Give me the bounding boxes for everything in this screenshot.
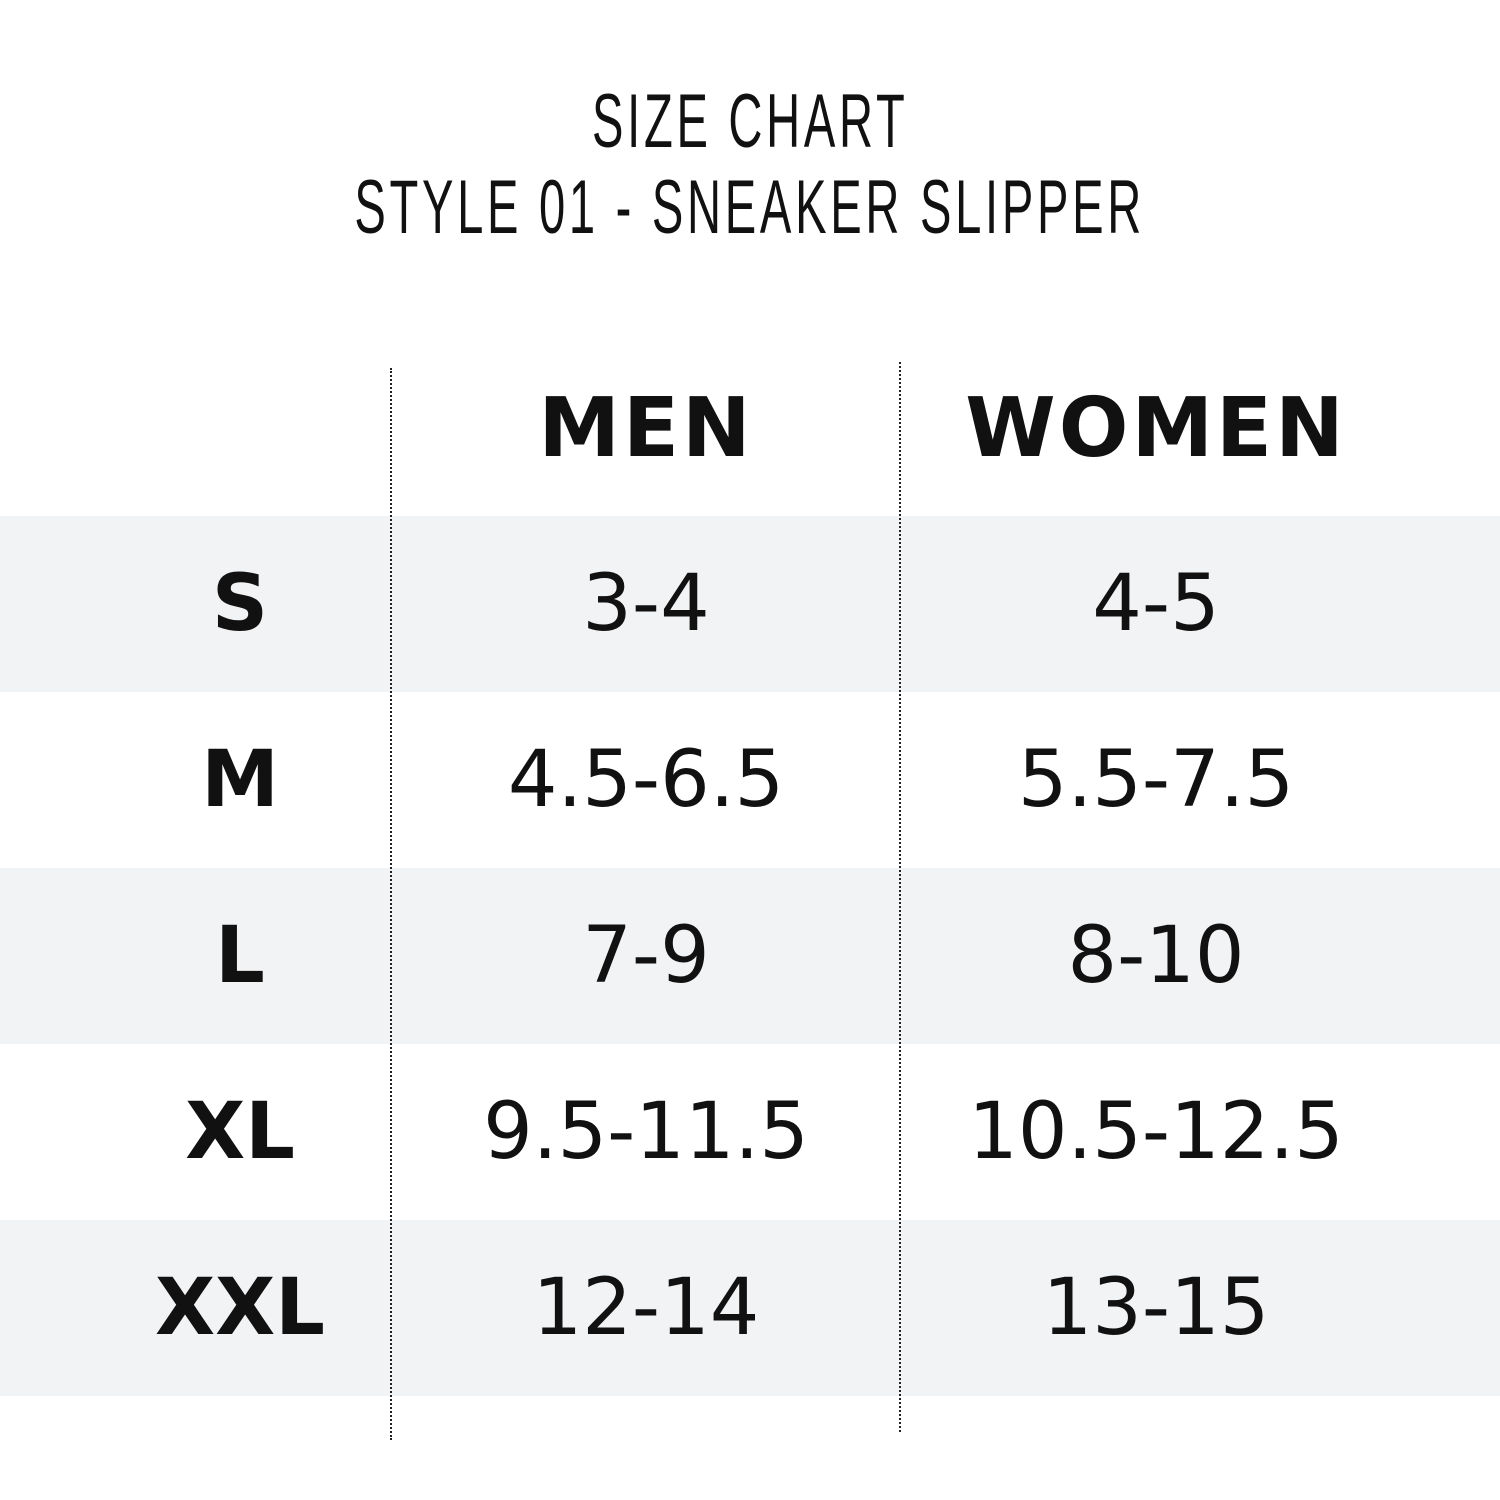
chart-title: SIZE CHART — [591, 79, 909, 164]
size-label: XXL — [155, 1263, 325, 1353]
size-label: M — [201, 735, 279, 825]
size-label: L — [215, 911, 265, 1001]
table-row: XL 9.5-11.5 10.5-12.5 — [0, 1044, 1500, 1220]
men-size: 9.5-11.5 — [483, 1087, 809, 1177]
size-label: S — [211, 559, 269, 649]
table-row: XXL 12-14 13-15 — [0, 1220, 1500, 1396]
table-row: S 3-4 4-5 — [0, 516, 1500, 692]
men-size: 12-14 — [532, 1263, 760, 1353]
table-row: L 7-9 8-10 — [0, 868, 1500, 1044]
size-label: XL — [185, 1087, 295, 1177]
women-size: 5.5-7.5 — [1017, 735, 1295, 825]
women-size: 13-15 — [1042, 1263, 1270, 1353]
header-men: MEN — [538, 380, 754, 476]
men-size: 7-9 — [582, 911, 710, 1001]
women-size: 8-10 — [1067, 911, 1245, 1001]
men-size: 4.5-6.5 — [507, 735, 785, 825]
column-divider — [390, 368, 392, 1440]
women-size: 10.5-12.5 — [968, 1087, 1344, 1177]
header-women: WOMEN — [965, 380, 1347, 476]
table-row: M 4.5-6.5 5.5-7.5 — [0, 692, 1500, 868]
table-header: MEN WOMEN — [0, 340, 1500, 516]
column-divider — [899, 362, 901, 1432]
chart-subtitle: STYLE 01 - SNEAKER SLIPPER — [354, 165, 1146, 250]
men-size: 3-4 — [582, 559, 710, 649]
women-size: 4-5 — [1092, 559, 1220, 649]
